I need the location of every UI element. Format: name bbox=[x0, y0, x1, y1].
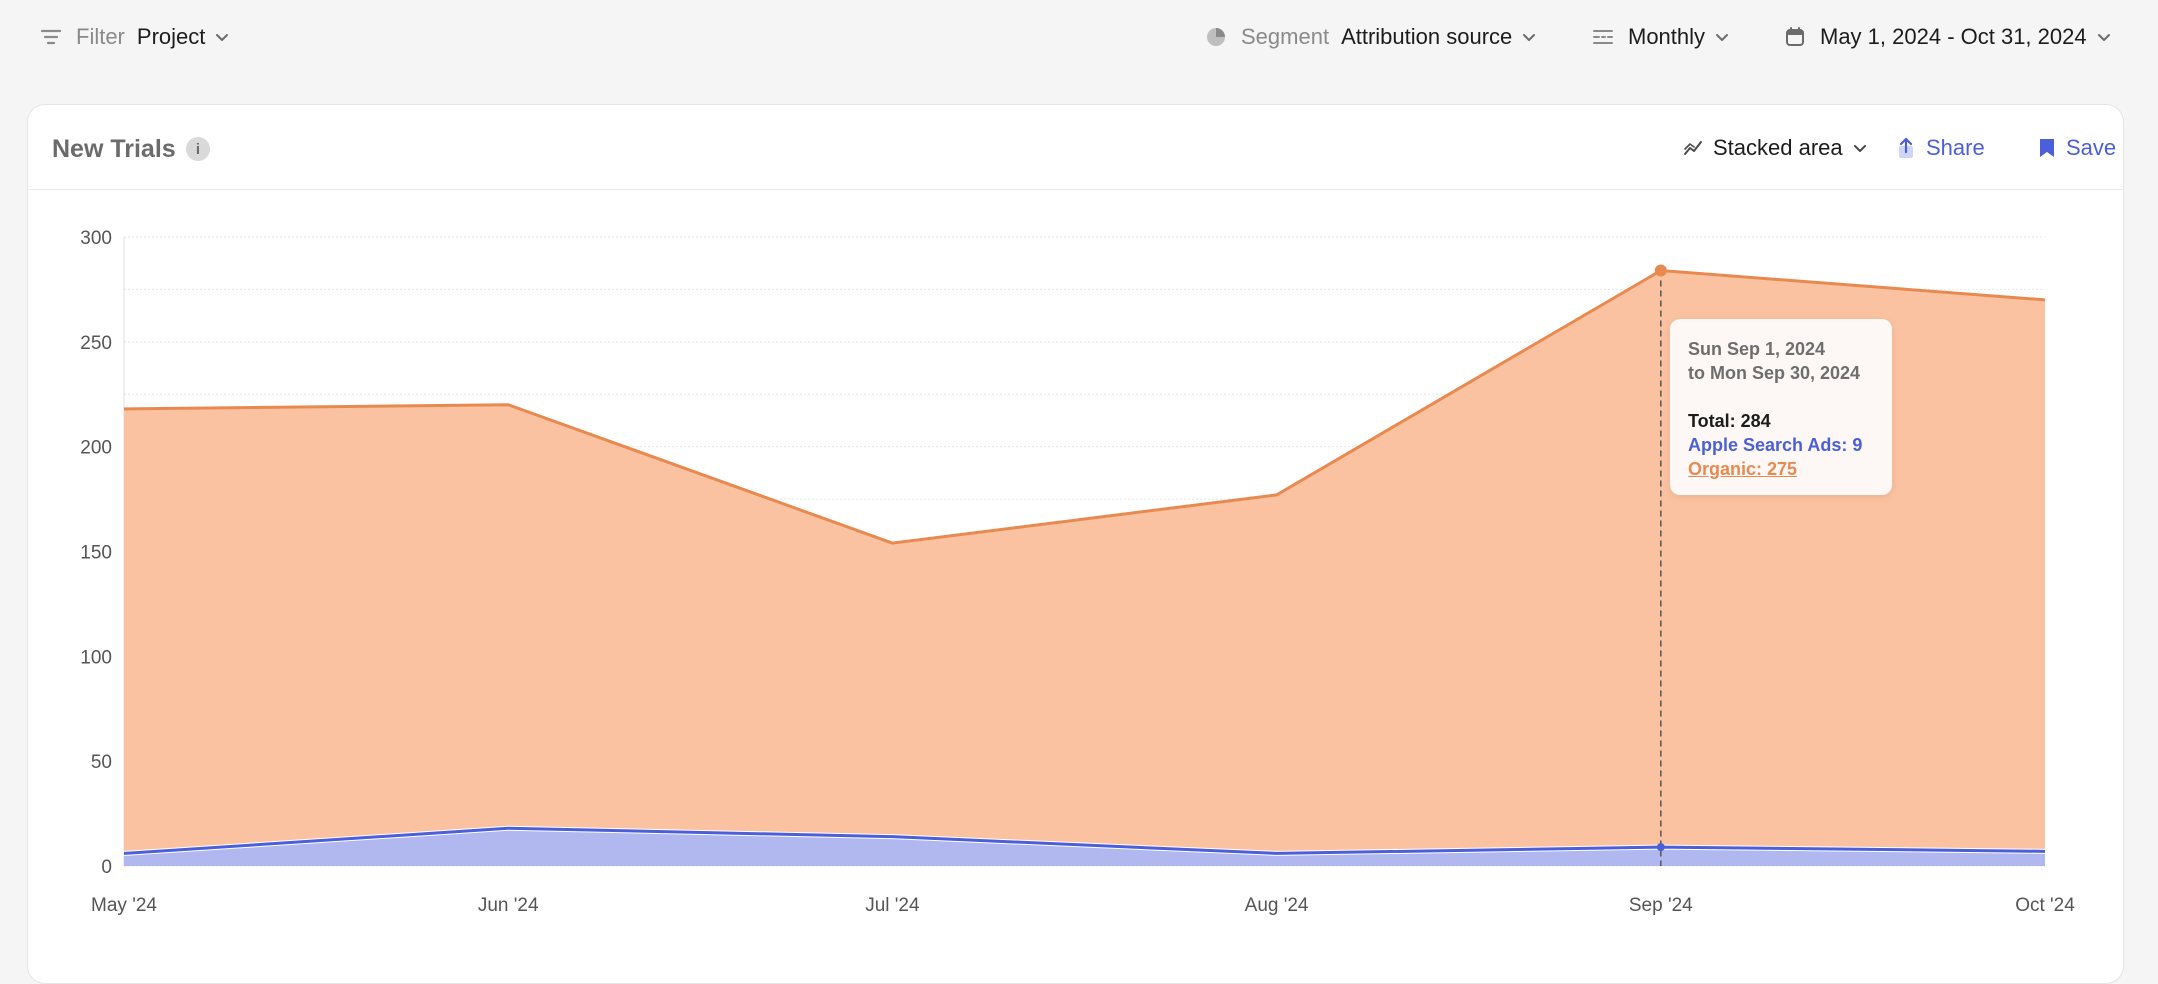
y-tick-label: 100 bbox=[80, 647, 112, 668]
y-tick-label: 0 bbox=[101, 857, 112, 878]
tooltip-total: Total: 284 bbox=[1688, 411, 1771, 431]
date-range-value: May 1, 2024 - Oct 31, 2024 bbox=[1820, 24, 2087, 49]
save-button[interactable]: Save bbox=[2038, 133, 2116, 163]
y-tick-label: 200 bbox=[80, 438, 112, 459]
filter-lines-icon bbox=[40, 26, 62, 48]
y-tick-label: 250 bbox=[80, 333, 112, 354]
segment-value: Attribution source bbox=[1341, 24, 1513, 49]
organic-line bbox=[123, 269, 2046, 545]
chart-tooltip: Sun Sep 1, 2024 to Mon Sep 30, 2024 Tota… bbox=[1670, 319, 1892, 495]
x-tick-label: Sep '24 bbox=[1629, 895, 1693, 916]
tooltip-apple-search-ads: Apple Search Ads: 9 bbox=[1688, 435, 1863, 455]
filter-dropdown[interactable]: Filter Project bbox=[40, 20, 231, 54]
segment-dropdown[interactable]: Segment Attribution source bbox=[1205, 20, 1538, 54]
organic-area bbox=[124, 270, 2045, 854]
interval-value: Monthly bbox=[1628, 24, 1706, 49]
tooltip-date-end: to Mon Sep 30, 2024 bbox=[1688, 363, 1861, 383]
share-label: Share bbox=[1926, 135, 1985, 160]
x-tick-label: Jun '24 bbox=[478, 895, 539, 916]
chevron-down-icon bbox=[1520, 28, 1538, 46]
interval-icon bbox=[1592, 26, 1614, 48]
hover-point-apple bbox=[1656, 843, 1665, 852]
share-icon bbox=[1896, 137, 1916, 159]
calendar-icon bbox=[1784, 26, 1806, 48]
line-chart-icon bbox=[1683, 138, 1703, 158]
chart-type-dropdown[interactable]: Stacked area bbox=[1683, 133, 1869, 163]
tooltip-date-start: Sun Sep 1, 2024 bbox=[1688, 339, 1826, 359]
y-tick-label: 150 bbox=[80, 543, 112, 564]
filter-label: Filter bbox=[76, 24, 125, 49]
y-tick-label: 300 bbox=[80, 228, 112, 249]
bookmark-icon bbox=[2038, 137, 2056, 159]
chevron-down-icon bbox=[213, 28, 231, 46]
x-tick-label: Jul '24 bbox=[865, 895, 920, 916]
hover-point-organic bbox=[1654, 264, 1667, 277]
x-tick-label: May '24 bbox=[91, 895, 157, 916]
info-icon[interactable]: i bbox=[186, 137, 210, 161]
chevron-down-icon bbox=[1851, 139, 1869, 157]
chart-type-label: Stacked area bbox=[1713, 135, 1843, 160]
interval-dropdown[interactable]: Monthly bbox=[1592, 20, 1731, 54]
x-tick-label: Aug '24 bbox=[1245, 895, 1309, 916]
save-label: Save bbox=[2066, 135, 2117, 160]
card-header: New Trials i Stacked area Share Save bbox=[28, 105, 2123, 190]
card-title: New Trials bbox=[52, 135, 176, 163]
stacked-area-chart[interactable]: 0 50 100 150 200 250 300 May '24 Jun '24 Jul '24 A… bbox=[0, 0, 2158, 956]
share-button[interactable]: Share bbox=[1896, 133, 1985, 163]
tooltip-organic: Organic: 275 bbox=[1688, 459, 1798, 479]
filter-value: Project bbox=[136, 24, 206, 49]
apple-search-ads-line bbox=[123, 826, 2046, 855]
y-tick-label: 50 bbox=[91, 752, 112, 773]
pie-icon bbox=[1205, 26, 1227, 48]
x-tick-label: Oct '24 bbox=[2015, 895, 2075, 916]
segment-label: Segment bbox=[1241, 24, 1330, 49]
chevron-down-icon bbox=[2095, 28, 2113, 46]
date-range-dropdown[interactable]: May 1, 2024 - Oct 31, 2024 bbox=[1784, 20, 2113, 54]
top-toolbar: Filter Project Segment Attribution sourc… bbox=[0, 0, 2158, 74]
chevron-down-icon bbox=[1713, 28, 1731, 46]
